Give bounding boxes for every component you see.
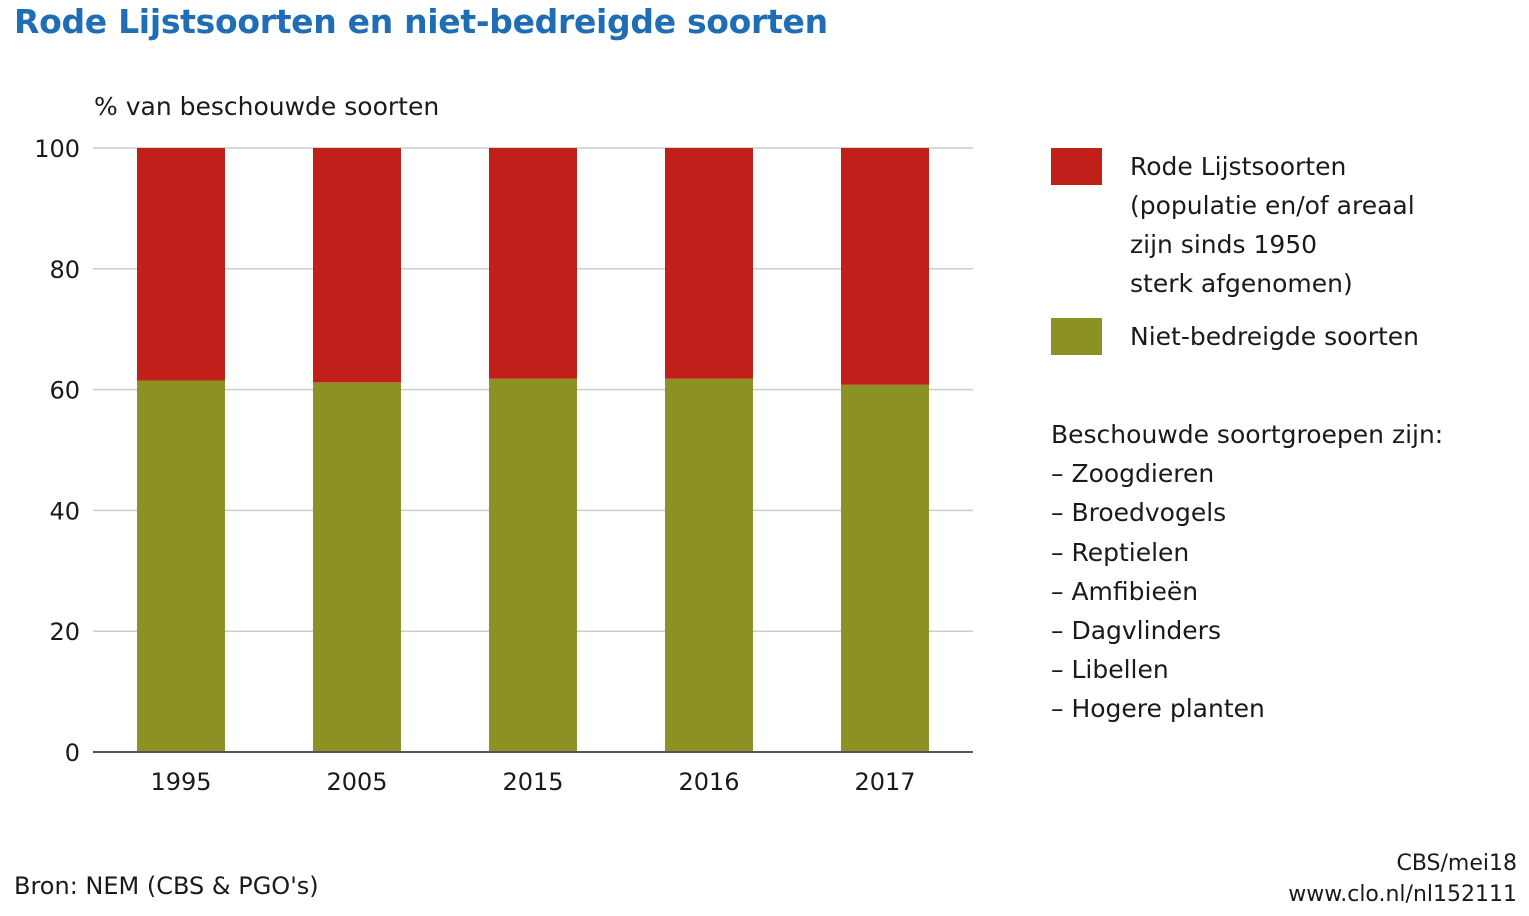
legend-item-niet-bedreigd: Niet-bedreigde soorten bbox=[1051, 318, 1521, 356]
legend-label-line: sterk afgenomen) bbox=[1130, 269, 1353, 298]
bar-segment-niet-bedreigd bbox=[489, 378, 577, 752]
y-tick-label: 40 bbox=[49, 497, 80, 525]
species-groups-list: – Zoogdieren – Broedvogels – Reptielen –… bbox=[1051, 454, 1443, 728]
legend-label-niet-bedreigd: Niet-bedreigde soorten bbox=[1130, 317, 1450, 356]
bar-segment-niet-bedreigd bbox=[313, 382, 401, 752]
credit-note: CBS/mei18 www.clo.nl/nl152111 bbox=[1288, 848, 1517, 910]
bar-segment-rode-lijst bbox=[313, 148, 401, 383]
species-groups-heading: Beschouwde soortgroepen zijn: bbox=[1051, 420, 1444, 449]
legend: Rode Lijstsoorten (populatie en/of areaa… bbox=[1051, 148, 1521, 356]
bar-segment-rode-lijst bbox=[489, 148, 577, 379]
legend-label-line: Niet-bedreigde soorten bbox=[1130, 322, 1420, 351]
y-tick-label: 20 bbox=[49, 618, 80, 646]
legend-label-line: (populatie en/of areaal bbox=[1130, 191, 1415, 220]
species-group-item: – Amfibieën bbox=[1051, 576, 1199, 606]
legend-label-line: zijn sinds 1950 bbox=[1130, 230, 1318, 259]
stacked-bar-chart: 0 20 40 60 80 100 1995 2005 2015 2016 2017 bbox=[34, 135, 973, 796]
y-tick-label: 60 bbox=[49, 377, 80, 405]
x-tick-label: 1995 bbox=[150, 768, 211, 796]
legend-label-line: Rode Lijstsoorten bbox=[1130, 152, 1347, 181]
x-tick-label: 2015 bbox=[502, 768, 563, 796]
species-group-item: – Libellen bbox=[1051, 655, 1169, 685]
species-group-item: – Dagvlinders bbox=[1051, 616, 1221, 646]
legend-item-rode-lijst: Rode Lijstsoorten (populatie en/of areaa… bbox=[1051, 148, 1521, 303]
bar-segment-rode-lijst bbox=[841, 148, 929, 385]
bar-segment-rode-lijst bbox=[137, 148, 225, 381]
bar-segment-niet-bedreigd bbox=[841, 384, 929, 752]
bar-segment-niet-bedreigd bbox=[665, 378, 753, 752]
chart-title: Rode Lijstsoorten en niet-bedreigde soor… bbox=[14, 2, 828, 41]
y-axis-label: % van beschouwde soorten bbox=[94, 92, 440, 121]
y-tick-label: 0 bbox=[65, 739, 80, 767]
credit-date: CBS/mei18 bbox=[1396, 851, 1517, 876]
species-group-item: – Broedvogels bbox=[1051, 498, 1227, 528]
bar-segment-rode-lijst bbox=[665, 148, 753, 379]
species-group-item: – Hogere planten bbox=[1051, 694, 1265, 724]
credit-link[interactable]: www.clo.nl/nl152111 bbox=[1288, 882, 1517, 907]
species-group-item: – Zoogdieren bbox=[1051, 459, 1215, 489]
bar-segment-niet-bedreigd bbox=[137, 380, 225, 752]
species-group-item: – Reptielen bbox=[1051, 537, 1190, 567]
source-note: Bron: NEM (CBS & PGO's) bbox=[14, 872, 319, 900]
x-tick-label: 2005 bbox=[326, 768, 387, 796]
legend-label-rode-lijst: Rode Lijstsoorten (populatie en/of areaa… bbox=[1130, 147, 1450, 303]
legend-swatch-rode-lijst bbox=[1051, 148, 1102, 185]
x-tick-label: 2017 bbox=[854, 768, 915, 796]
species-groups-note: Beschouwde soortgroepen zijn: – Zoogdier… bbox=[1051, 415, 1443, 729]
y-tick-label: 80 bbox=[49, 256, 80, 284]
y-tick-label: 100 bbox=[34, 135, 80, 163]
x-tick-label: 2016 bbox=[678, 768, 739, 796]
legend-swatch-niet-bedreigd bbox=[1051, 318, 1102, 355]
